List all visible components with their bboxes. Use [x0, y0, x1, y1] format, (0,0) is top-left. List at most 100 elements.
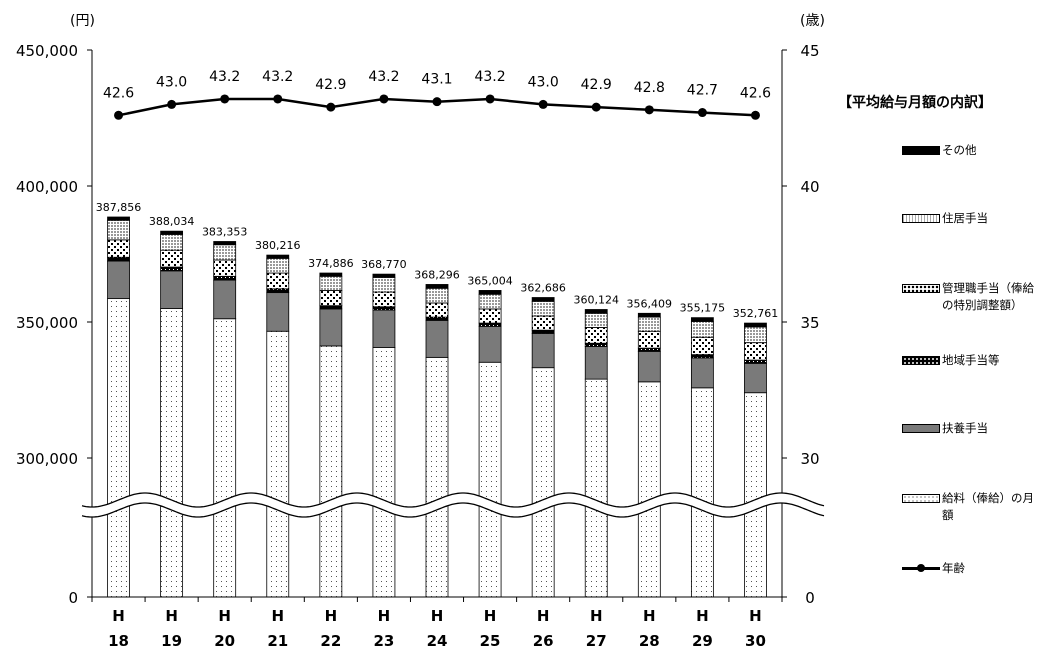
- bar-segment-housing-7: [478, 293, 502, 310]
- bar-segment-manager-2: [213, 259, 237, 277]
- total-label-2: 383,353: [202, 225, 248, 238]
- bar-segment-regional-2: [213, 275, 237, 281]
- x-tick-label-year-0: 18: [108, 632, 129, 650]
- age-label-1: 43.0: [156, 74, 187, 90]
- bar-segment-salary-9: [584, 378, 608, 598]
- bar-segment-dependent-4: [319, 308, 343, 347]
- bar-segment-housing-6: [425, 287, 449, 304]
- right-tick-label-0: 0: [805, 589, 815, 607]
- x-tick-label-8: H: [537, 607, 550, 625]
- bar-segment-housing-4: [319, 275, 343, 291]
- bar-segment-dependent-7: [478, 325, 502, 363]
- bar-segment-other-5: [372, 273, 396, 278]
- legend-item-manager: 管理職手当（俸給の特別調整額）: [902, 280, 1040, 314]
- bar-segment-housing-3: [266, 257, 290, 274]
- bar-segment-regional-12: [744, 359, 767, 364]
- x-tick-label-year-8: 26: [533, 632, 554, 650]
- total-label-4: 374,886: [308, 257, 354, 270]
- left-tick-label-1: 300,000: [16, 450, 78, 468]
- x-tick-label-year-7: 25: [480, 632, 501, 650]
- legend-swatch-salary: [902, 494, 940, 503]
- bar-segment-other-7: [478, 290, 502, 295]
- bar-segment-housing-5: [372, 276, 396, 293]
- x-tick-label-year-3: 21: [267, 632, 288, 650]
- bar-segment-salary-11: [690, 387, 714, 598]
- x-tick-label-6: H: [431, 607, 444, 625]
- legend-label-age: 年齢: [942, 561, 965, 575]
- total-label-11: 355,175: [680, 302, 726, 315]
- total-label-10: 356,409: [627, 297, 673, 310]
- bar-segment-manager-3: [266, 272, 290, 290]
- bar-segment-regional-3: [266, 288, 290, 294]
- x-tick-label-4: H: [325, 607, 338, 625]
- right-tick-label-4: 45: [800, 42, 819, 60]
- legend-label-manager: 管理職手当（俸給の特別調整額）: [942, 281, 1034, 312]
- legend-swatch-manager: [902, 284, 940, 293]
- bar-segment-dependent-2: [213, 279, 237, 320]
- age-point-9: [591, 102, 601, 112]
- bar-segment-salary-12: [744, 392, 767, 598]
- bar-segment-manager-12: [744, 342, 767, 361]
- bar-segment-regional-0: [107, 256, 130, 262]
- bar-segment-regional-4: [319, 305, 343, 310]
- bar-segment-other-8: [531, 297, 555, 302]
- bar-segment-regional-11: [690, 354, 714, 359]
- bar-segment-salary-0: [107, 298, 130, 598]
- bar-segment-dependent-0: [107, 260, 130, 300]
- total-label-1: 388,034: [149, 215, 195, 228]
- bar-segment-other-12: [744, 322, 767, 328]
- x-tick-label-9: H: [590, 607, 603, 625]
- total-label-5: 368,770: [361, 258, 407, 271]
- bar-segment-manager-4: [319, 290, 343, 307]
- left-axis-unit: (円): [70, 13, 95, 29]
- age-point-0: [114, 110, 124, 120]
- age-point-1: [167, 99, 177, 109]
- bar-segment-housing-8: [531, 300, 555, 317]
- x-tick-label-year-11: 29: [692, 632, 713, 650]
- bar-segment-dependent-10: [637, 350, 661, 383]
- total-label-7: 365,004: [467, 274, 513, 287]
- legend-marker-age: [917, 564, 925, 572]
- bar-segment-salary-1: [160, 307, 184, 598]
- legend-swatch-housing: [902, 214, 940, 223]
- legend-item-housing: 住居手当: [902, 210, 1040, 227]
- legend-item-salary: 給料（俸給）の月額: [902, 490, 1040, 524]
- age-point-3: [273, 94, 283, 104]
- age-point-11: [697, 108, 707, 118]
- bar-segment-manager-1: [160, 249, 184, 268]
- x-tick-label-3: H: [271, 607, 284, 625]
- age-label-5: 43.2: [368, 69, 399, 85]
- bar-segment-manager-11: [690, 336, 714, 356]
- legend-swatch-age: [902, 564, 940, 572]
- age-label-0: 42.6: [103, 85, 134, 101]
- right-tick-label-1: 30: [800, 450, 819, 468]
- age-label-2: 43.2: [209, 69, 240, 85]
- bar-segment-other-3: [266, 254, 290, 259]
- left-tick-label-4: 450,000: [16, 42, 78, 60]
- legend-item-regional: 地域手当等: [902, 352, 1040, 369]
- legend-label-housing: 住居手当: [942, 211, 988, 225]
- total-label-9: 360,124: [573, 293, 619, 306]
- bar-segment-manager-9: [584, 327, 608, 344]
- x-tick-label-5: H: [378, 607, 391, 625]
- bar-segment-housing-2: [213, 244, 237, 261]
- left-tick-label-3: 400,000: [16, 178, 78, 196]
- bar-segment-regional-8: [531, 329, 555, 334]
- x-tick-label-year-12: 30: [745, 632, 766, 650]
- bar-segment-salary-5: [372, 347, 396, 598]
- bar-segment-salary-10: [637, 381, 661, 598]
- age-point-2: [220, 94, 230, 104]
- bar-segment-other-0: [107, 216, 130, 221]
- x-tick-label-11: H: [696, 607, 709, 625]
- bar-segment-salary-3: [266, 330, 290, 598]
- bar-segment-regional-7: [478, 322, 502, 327]
- bar-segment-dependent-6: [425, 319, 449, 358]
- age-label-10: 42.8: [634, 80, 665, 96]
- legend-item-dependent: 扶養手当: [902, 420, 1040, 437]
- legend-swatch-other: [902, 146, 940, 155]
- total-label-6: 368,296: [414, 268, 460, 281]
- bar-segment-manager-5: [372, 291, 396, 308]
- bar-segment-other-1: [160, 230, 184, 235]
- age-point-4: [326, 102, 336, 112]
